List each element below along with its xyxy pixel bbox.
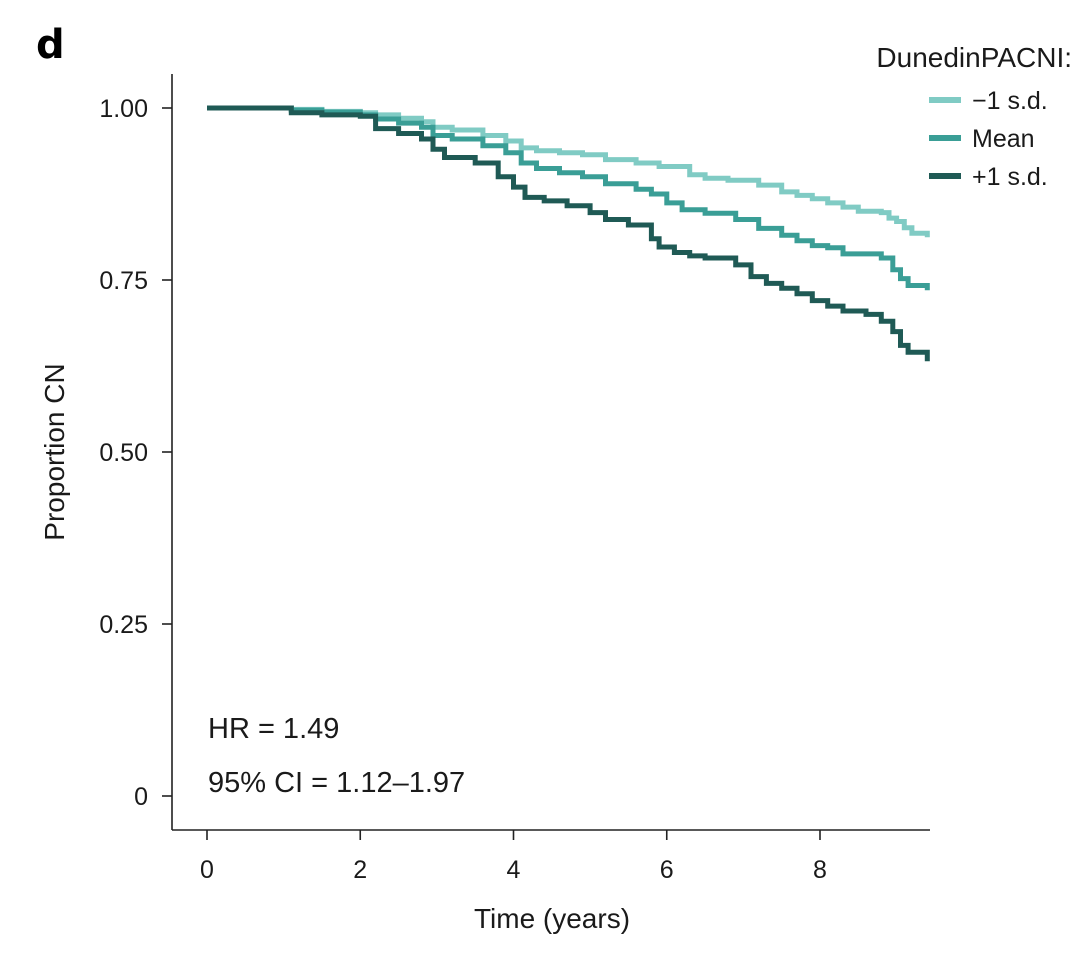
series-line-3 [207,105,930,362]
y-tick-label: 0.25 [99,611,148,639]
legend: DunedinPACNI: −1 s.d. Mean +1 s.d. [876,42,1072,191]
y-tick-label: 1.00 [99,95,148,123]
y-tick-label: 0.50 [99,439,148,467]
hazard-ratio-text: HR = 1.49 [208,713,339,745]
legend-label: −1 s.d. [972,87,1048,115]
x-tick-label: 6 [660,856,674,884]
x-tick-label: 0 [200,856,214,884]
x-tick-label: 4 [507,856,521,884]
x-tick-label: 8 [813,856,827,884]
axes: 0 2 4 6 8 0 0.25 0.50 0.75 1.00 [99,74,930,884]
legend-label: +1 s.d. [972,163,1048,191]
legend-label: Mean [972,125,1035,153]
y-axis-title: Proportion CN [39,363,70,540]
x-axis-title: Time (years) [474,903,630,934]
series-line-1 [207,105,930,238]
y-tick-label: 0.75 [99,267,148,295]
legend-title: DunedinPACNI: [876,42,1072,73]
series-lines [207,105,930,362]
confidence-interval-text: 95% CI = 1.12–1.97 [208,767,465,799]
series-line-2 [207,105,930,291]
y-tick-label: 0 [134,783,148,811]
x-tick-label: 2 [353,856,367,884]
panel-label: d [36,22,65,68]
